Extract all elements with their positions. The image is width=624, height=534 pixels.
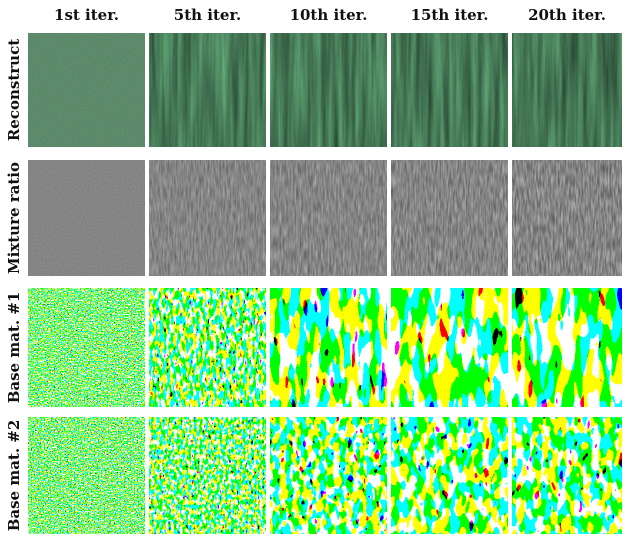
result-tile — [28, 33, 145, 147]
result-tile — [391, 417, 508, 534]
row-label: Base mat. #2 — [5, 420, 23, 532]
result-tile — [512, 417, 622, 534]
figure: 1st iter. 5th iter. 10th iter. 15th iter. 20… — [0, 0, 624, 534]
result-tile — [28, 417, 145, 534]
column-header: 20th iter. — [528, 6, 606, 24]
result-tile — [28, 160, 145, 276]
result-tile — [270, 160, 387, 276]
result-tile — [512, 160, 622, 276]
column-header: 5th iter. — [174, 6, 241, 24]
result-tile — [270, 417, 387, 534]
result-tile — [391, 288, 508, 407]
row-label: Mixture ratio — [5, 162, 23, 274]
result-tile — [149, 160, 266, 276]
result-tile — [391, 33, 508, 147]
page: {"columns": ["1st iter.", "5th iter.", "… — [0, 0, 624, 534]
result-tile — [149, 417, 266, 534]
column-header: 15th iter. — [411, 6, 489, 24]
result-tile — [391, 160, 508, 276]
column-header: 1st iter. — [54, 6, 119, 24]
result-tile — [28, 288, 145, 407]
result-tile — [270, 33, 387, 147]
result-tile — [512, 288, 622, 407]
result-tile — [149, 288, 266, 407]
row-label: Base mat. #1 — [5, 292, 23, 404]
row-label: Reconstruct — [5, 39, 23, 141]
column-header: 10th iter. — [290, 6, 368, 24]
result-tile — [149, 33, 266, 147]
result-tile — [512, 33, 622, 147]
result-tile — [270, 288, 387, 407]
